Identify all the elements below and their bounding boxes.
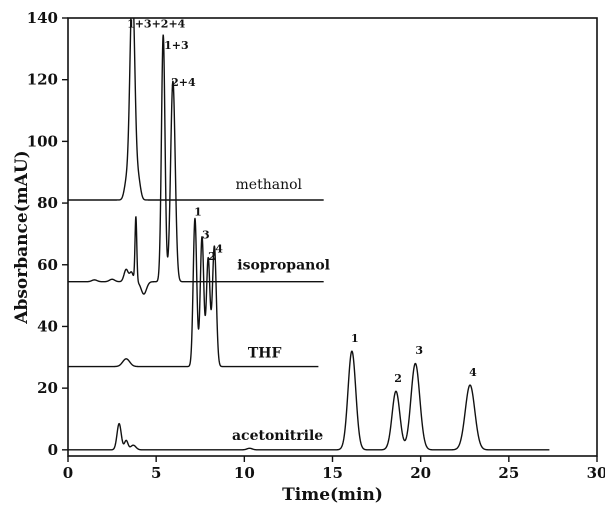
x-axis-title: Time(min) [282,485,383,505]
y-tick-label: 100 [27,132,58,150]
y-axis-title: Absorbance(mAU) [12,150,32,324]
axes: 0 5 10 15 20 25 30 0 20 40 60 80 100 120 140 [27,9,605,482]
y-tick-label: 20 [37,379,58,397]
x-tick-label: 25 [498,464,519,482]
plot-frame [67,17,598,457]
y-tick-label: 120 [27,71,58,89]
peak-label: 1+3 [164,39,189,52]
y-tick-label: 0 [48,441,58,459]
trace-isopropanol [68,34,325,295]
y-tick-label: 40 [37,317,58,335]
peak-label: 1+3+2+4 [127,17,186,30]
x-tick-label: 30 [587,464,605,482]
series-label-acetonitrile: acetonitrile [232,428,323,444]
x-tick-label: 10 [234,464,255,482]
series-label-thf: THF [248,345,282,361]
x-tick-label: 0 [63,464,73,482]
x-tick-label: 20 [410,464,431,482]
y-tick-label: 60 [37,256,58,274]
x-tick-label: 15 [322,464,343,482]
peak-label: 1 [351,332,359,345]
peak-label: 2 [208,250,216,263]
y-tick-label: 80 [37,194,58,212]
x-tick-label: 5 [151,464,161,482]
peak-label: 2 [394,372,402,385]
chromatogram-traces [68,18,550,451]
series-labels: methanol isopropanol THF acetonitrile [232,177,330,444]
peak-label: 1 [194,205,202,218]
series-label-isopropanol: isopropanol [237,257,330,273]
trace-thf [68,217,319,368]
peak-label: 3 [415,344,423,357]
series-label-methanol: methanol [236,177,303,193]
trace-acetonitrile [68,350,550,451]
peak-label: 3 [202,229,210,242]
peak-label: 4 [469,366,477,379]
y-tick-label: 140 [27,9,58,27]
peak-label: 4 [215,242,223,255]
trace-methanol [68,18,325,201]
peak-label: 2+4 [171,76,196,89]
